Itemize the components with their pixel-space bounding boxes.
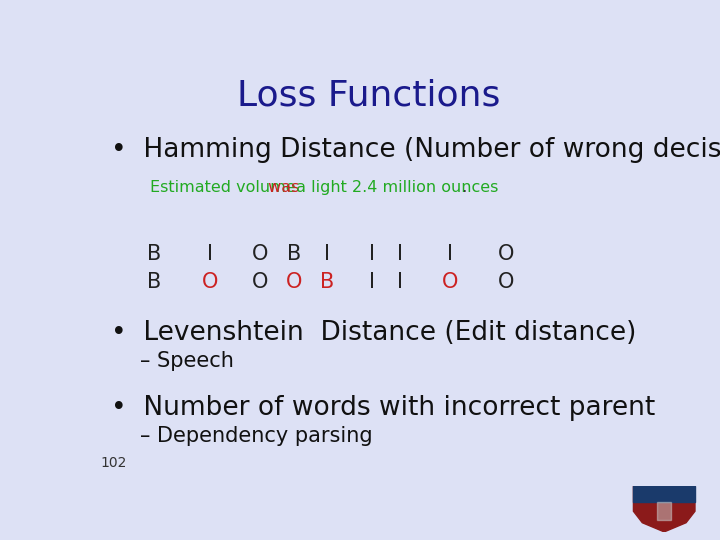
- Text: O: O: [442, 272, 458, 292]
- Polygon shape: [634, 486, 695, 502]
- Polygon shape: [634, 486, 695, 532]
- Polygon shape: [657, 502, 671, 521]
- Text: – Speech: – Speech: [140, 351, 234, 371]
- Text: I: I: [397, 272, 402, 292]
- Text: O: O: [252, 272, 269, 292]
- Text: .: .: [452, 180, 467, 195]
- Text: a light 2.4 million ounces: a light 2.4 million ounces: [292, 180, 499, 195]
- Text: – Dependency parsing: – Dependency parsing: [140, 426, 373, 446]
- Text: I: I: [369, 272, 375, 292]
- Text: I: I: [397, 244, 402, 264]
- Text: B: B: [147, 244, 161, 264]
- Text: I: I: [447, 244, 453, 264]
- Text: •  Hamming Distance (Number of wrong decisions): • Hamming Distance (Number of wrong deci…: [111, 137, 720, 163]
- Text: 102: 102: [100, 456, 127, 470]
- Text: was: was: [263, 180, 300, 195]
- Text: O: O: [498, 244, 514, 264]
- Text: B: B: [287, 244, 301, 264]
- Text: I: I: [207, 244, 213, 264]
- Text: I: I: [324, 244, 330, 264]
- Text: •  Levenshtein  Distance (Edit distance): • Levenshtein Distance (Edit distance): [111, 320, 636, 346]
- Text: O: O: [498, 272, 514, 292]
- Text: I: I: [369, 244, 375, 264]
- Text: O: O: [202, 272, 218, 292]
- Text: B: B: [147, 272, 161, 292]
- Text: •  Number of words with incorrect parent: • Number of words with incorrect parent: [111, 395, 655, 421]
- Text: Loss Functions: Loss Functions: [238, 79, 500, 113]
- Text: B: B: [320, 272, 334, 292]
- Text: O: O: [252, 244, 269, 264]
- Text: Estimated volume: Estimated volume: [150, 180, 296, 195]
- Text: O: O: [286, 272, 302, 292]
